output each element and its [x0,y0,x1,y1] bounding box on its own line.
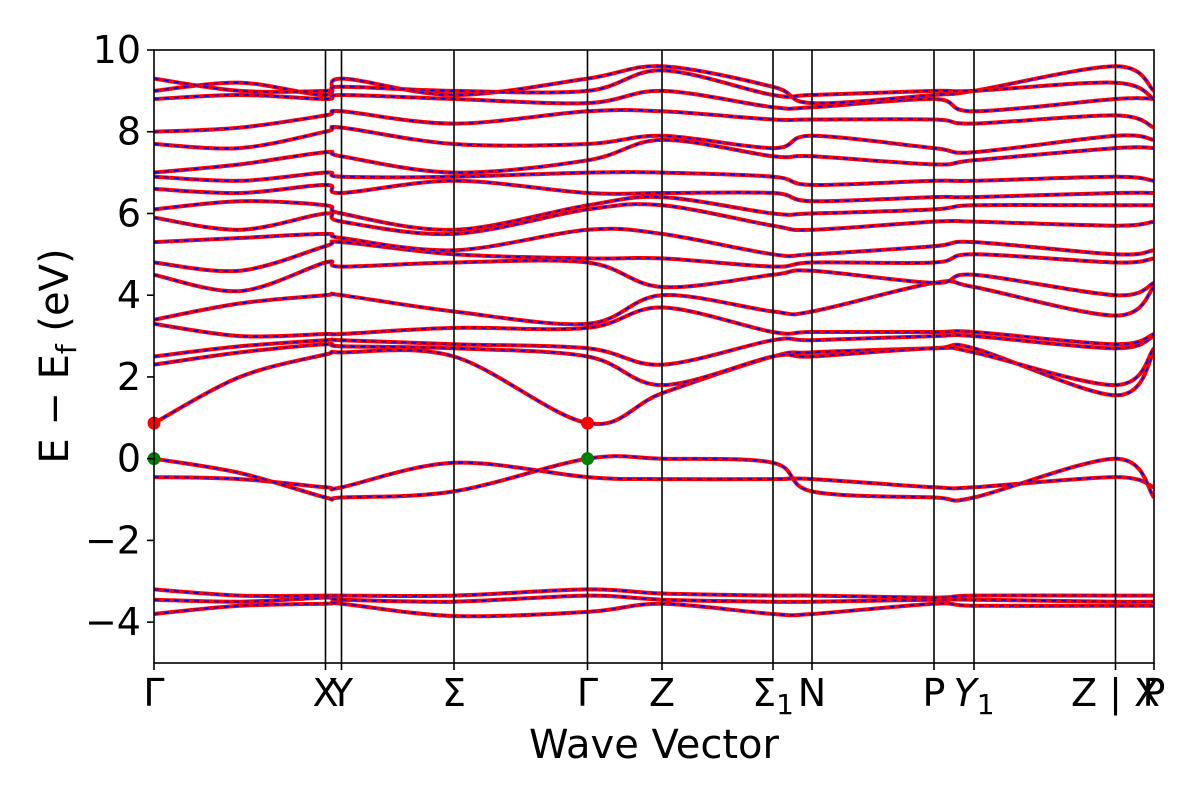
x-tick-label-main-1: X [312,671,338,715]
y-axis-label: E − Ef (eV) [32,248,83,463]
x-tick-label-main-7: N [798,671,826,715]
x-tick-label-sub-6: 1 [776,688,794,721]
x-tick-label-1: X [312,671,338,715]
y-tick-label-0: −4 [85,600,141,644]
x-tick-label-main-5: Z [649,671,675,715]
band-edge-marker-1 [581,416,594,430]
x-tick-label-3: Σ [442,671,466,715]
y-axis: −4 −2 0 2 4 6 8 10 [85,28,154,644]
x-axis-label: Wave Vector [529,722,780,768]
band-line-dashed-5 [154,343,1154,425]
y-tick-label-6: 8 [117,110,141,154]
x-tick-label-main-6: Σ [752,671,776,715]
y-tick-label-5: 6 [117,191,141,235]
x-tick-label-10: Z | X [1071,671,1160,716]
x-tick-label-sub-9: 1 [977,688,995,721]
y-tick-label-2: 0 [117,437,141,481]
band-edge-marker-3 [581,452,594,466]
y-axis-label-sub: f [50,343,83,354]
plot-frame [153,49,1155,664]
x-tick-label-2: Y [329,671,354,715]
x-tick-label-main-0: Γ [143,671,164,715]
x-axis: Γ XY Σ Γ Z Σ1 N P Y1 Z | XP [143,663,1165,721]
x-tick-label-9: Y1 [953,671,994,721]
x-tick-label-5: Z [649,671,675,715]
y-axis-label-unit: (eV) [32,248,78,344]
x-tick-label-6: Σ1 [752,671,794,721]
x-tick-label-main-9: Y [953,671,979,715]
band-line-dashed-4 [154,455,1154,502]
x-tick-label-4: Γ [577,671,598,715]
y-axis-label-main: E − E [32,354,78,464]
x-tick-label-main-2: Y [329,671,354,715]
x-tick-label-main-8: P [923,671,946,715]
x-tick-label-main-11: P [1143,671,1166,715]
x-tick-label-main-10: Z | X [1071,671,1160,716]
x-tick-label-main-3: Σ [442,671,466,715]
y-tick-label-7: 10 [93,28,141,72]
x-tick-label-11: P [1143,671,1166,715]
x-tick-label-8: P [923,671,946,715]
x-tick-label-main-4: Γ [577,671,598,715]
x-tick-label-7: N [798,671,826,715]
x-tick-label-0: Γ [143,671,164,715]
kpoint-lines-layer [324,50,1117,663]
y-tick-label-1: −2 [85,518,141,562]
y-tick-label-3: 2 [117,355,141,399]
y-tick-label-4: 4 [117,273,141,317]
